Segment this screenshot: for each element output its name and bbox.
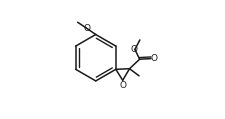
Text: O: O	[130, 45, 137, 54]
Text: O: O	[119, 81, 126, 90]
Text: O: O	[83, 24, 90, 33]
Text: O: O	[150, 54, 157, 63]
